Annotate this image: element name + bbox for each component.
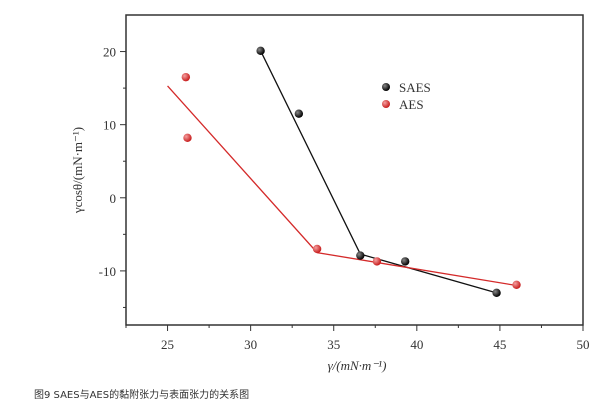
- data-point-saes: [356, 251, 365, 260]
- fit-line-saes: [260, 50, 497, 294]
- data-point-aes: [181, 72, 191, 82]
- y-tick-label: 20: [103, 45, 116, 60]
- x-tick-label: 45: [493, 337, 506, 352]
- plot-frame: [125, 14, 584, 326]
- y-tick-label: 0: [110, 191, 117, 206]
- data-point-saes: [400, 257, 410, 266]
- data-point-saes: [294, 109, 304, 118]
- data-point-aes: [183, 133, 192, 143]
- data-point-aes: [512, 280, 521, 289]
- data-point-aes: [312, 244, 322, 254]
- x-tick-label: 25: [161, 337, 174, 352]
- legend-marker-aes: [382, 100, 390, 108]
- legend: SAES AES: [382, 80, 431, 112]
- figure-caption: 图9 SAES与AES的黏附张力与表面张力的关系图: [34, 390, 250, 401]
- data-point-saes: [256, 46, 265, 56]
- legend-marker-saes: [382, 83, 390, 91]
- x-tick-label: 50: [577, 337, 590, 352]
- legend-label-saes: SAES: [399, 80, 431, 95]
- y-tick-label: 10: [103, 118, 116, 133]
- x-axis-label: γ/(mN·m⁻¹): [328, 358, 387, 373]
- legend-label-aes: AES: [399, 97, 424, 112]
- x-tick-label: 30: [244, 337, 257, 352]
- y-tick-label: -10: [99, 264, 116, 279]
- x-tick-label: 40: [410, 337, 423, 352]
- y-axis-label: γcosθ/(mN·m⁻¹): [70, 127, 85, 214]
- data-point-aes: [372, 257, 382, 266]
- x-tick-label: 35: [327, 337, 340, 352]
- fit-line-aes: [167, 85, 517, 287]
- data-point-saes: [492, 288, 501, 298]
